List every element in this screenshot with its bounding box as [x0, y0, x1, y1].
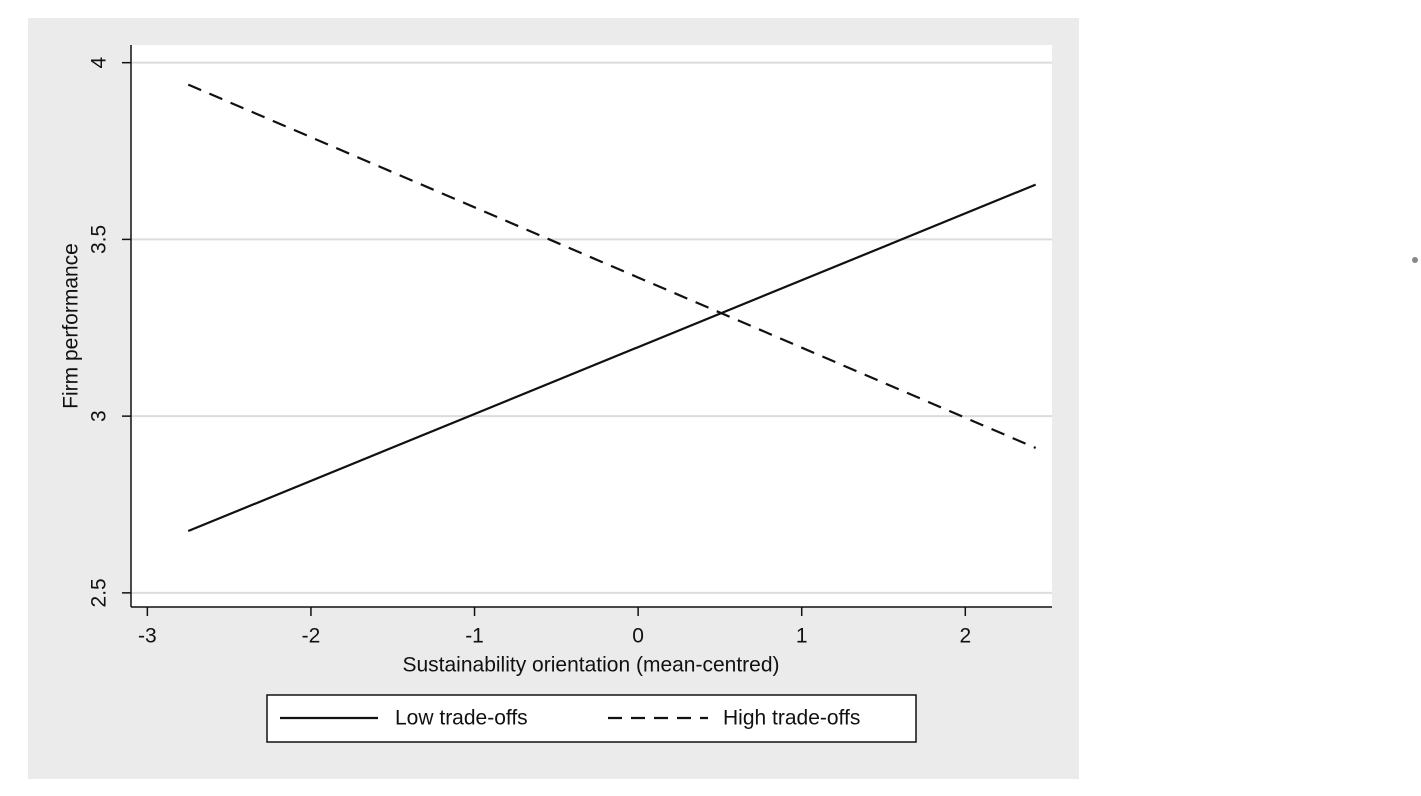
series-line — [187, 83, 1037, 449]
y-axis-title: Firm performance — [60, 243, 83, 409]
y-tick-label: 4 — [88, 57, 111, 69]
y-tick-label: 3 — [88, 410, 111, 422]
y-tick-label: 2.5 — [88, 578, 111, 607]
legend-label: High trade-offs — [723, 707, 860, 730]
x-axis-title: Sustainability orientation (mean-centred… — [402, 654, 779, 677]
x-tick-label: -2 — [302, 625, 321, 648]
series-line — [187, 183, 1037, 533]
x-tick-label: 1 — [796, 625, 808, 648]
x-tick-label: 2 — [959, 625, 971, 648]
decoration-dot — [1412, 257, 1418, 263]
legend-label: Low trade-offs — [395, 707, 528, 730]
x-tick-label: 0 — [632, 625, 644, 648]
x-tick-label: -1 — [465, 625, 484, 648]
plot-area — [131, 45, 1052, 607]
y-tick-label: 3.5 — [88, 225, 111, 254]
x-tick-label: -3 — [138, 625, 157, 648]
